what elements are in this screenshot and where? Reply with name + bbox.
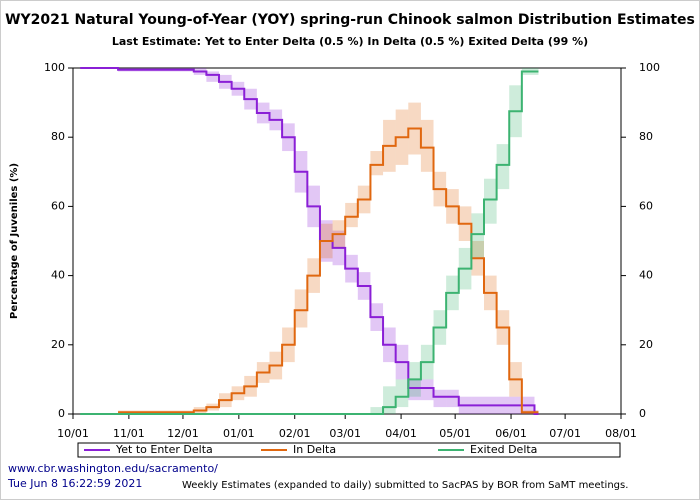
legend-label: In Delta: [293, 443, 336, 456]
uncertainty-band: [420, 119, 434, 172]
chart-title: WY2021 Natural Young-of-Year (YOY) sprin…: [5, 12, 695, 28]
uncertainty-band: [471, 213, 484, 259]
timestamp: Tue Jun 8 16:22:59 2021: [7, 477, 142, 490]
y-tick-label: 40: [51, 269, 65, 282]
x-tick-label: 11/01: [113, 427, 145, 440]
uncertainty-band: [408, 379, 421, 401]
legend: [77, 442, 621, 458]
y-tick-label: 20: [51, 338, 65, 351]
series-line: [80, 67, 539, 415]
uncertainty-band: [420, 379, 434, 401]
x-tick-label: 01/01: [223, 427, 255, 440]
y2-tick-label: 100: [639, 61, 660, 74]
y-tick-label: 60: [51, 199, 65, 212]
x-tick-label: 06/01: [495, 427, 527, 440]
x-tick-label: 10/01: [57, 427, 89, 440]
uncertainty-band: [294, 289, 308, 328]
x-tick-label: 05/01: [439, 427, 471, 440]
uncertainty-band: [496, 144, 510, 190]
y2-tick-label: 60: [639, 199, 653, 212]
uncertainty-band: [446, 389, 459, 408]
x-tick-label: 07/01: [549, 427, 581, 440]
uncertainty-band: [370, 151, 384, 176]
uncertainty-band: [484, 178, 497, 224]
y-tick-label: 80: [51, 130, 65, 143]
x-tick-label: 12/01: [167, 427, 199, 440]
source-url[interactable]: www.cbr.washington.edu/sacramento/: [8, 462, 218, 475]
y2-tick-label: 80: [639, 130, 653, 143]
footnote: Weekly Estimates (expanded to daily) sub…: [182, 480, 628, 491]
uncertainty-band: [395, 379, 409, 408]
uncertainty-band: [206, 71, 220, 82]
uncertainty-band: [383, 386, 396, 414]
legend-label: Yet to Enter Delta: [115, 443, 213, 456]
x-tick-label: 04/01: [385, 427, 417, 440]
legend-label: Exited Delta: [470, 443, 537, 456]
uncertainty-band: [370, 407, 384, 414]
y-tick-label: 100: [44, 61, 65, 74]
y2-tick-label: 40: [639, 269, 653, 282]
y2-tick-label: 0: [639, 407, 646, 420]
chart-subtitle: Last Estimate: Yet to Enter Delta (0.5 %…: [112, 35, 588, 48]
y2-tick-label: 20: [639, 338, 653, 351]
y-axis-label: Percentage of Juveniles (%): [9, 163, 20, 319]
x-tick-label: 02/01: [279, 427, 311, 440]
x-tick-label: 08/01: [605, 427, 637, 440]
uncertainty-band: [345, 202, 358, 228]
series-line: [80, 70, 539, 415]
y-tick-label: 0: [58, 407, 65, 420]
uncertainty-band: [433, 389, 447, 408]
x-tick-label: 03/01: [329, 427, 361, 440]
